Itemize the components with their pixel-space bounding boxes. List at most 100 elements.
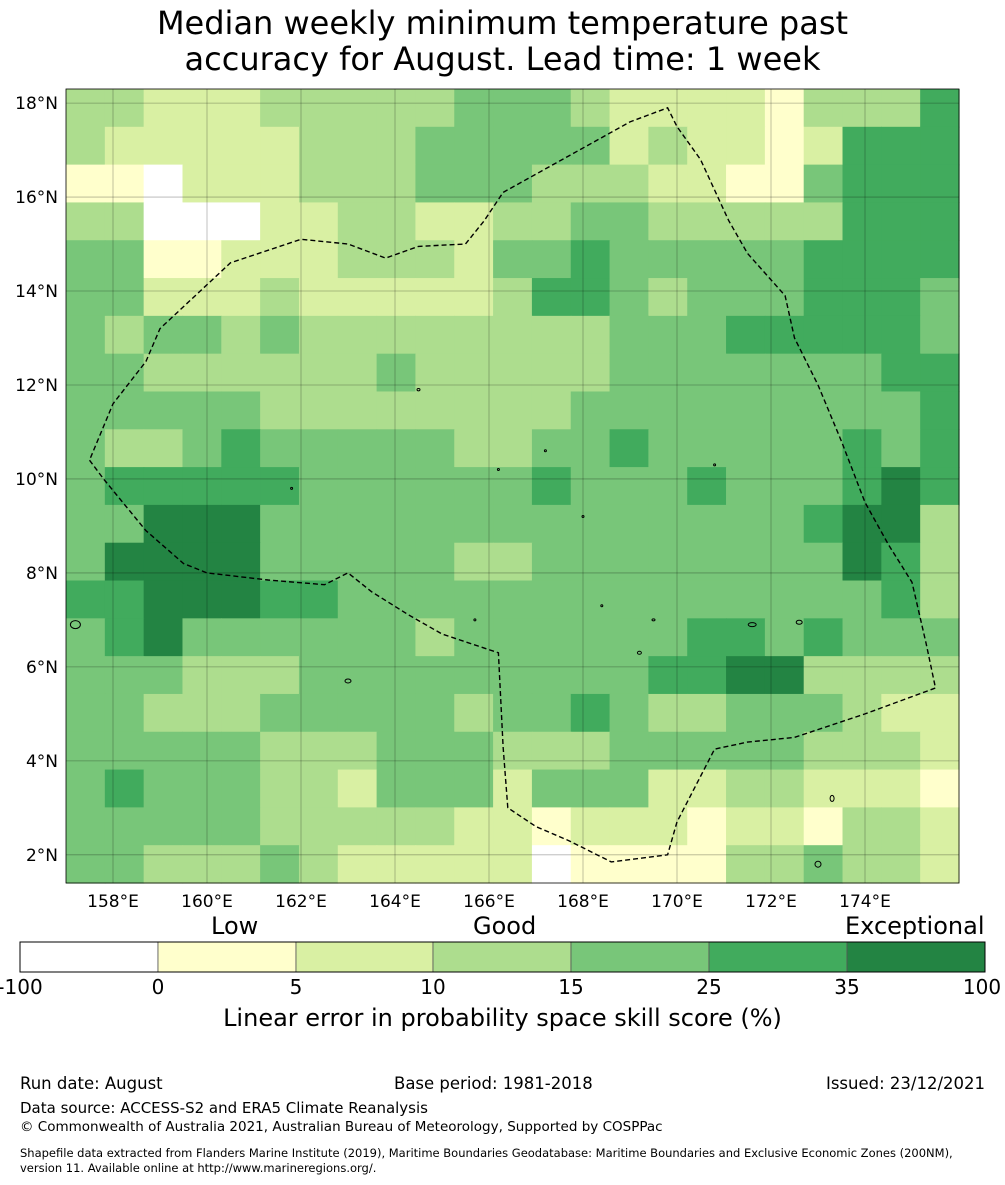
grid-cell xyxy=(104,504,145,544)
grid-cell xyxy=(493,278,533,317)
latitude-tick-label: 18°N xyxy=(15,94,58,114)
grid-cell xyxy=(182,656,222,695)
grid-cell xyxy=(376,89,417,128)
grid-cell xyxy=(609,580,649,619)
grid-cell xyxy=(104,467,145,506)
grid-cell xyxy=(66,656,106,695)
grid-cell xyxy=(376,429,417,468)
grid-cell xyxy=(803,731,844,771)
grid-cell xyxy=(454,769,494,808)
grid-cell xyxy=(182,504,222,544)
island-outline xyxy=(416,387,421,392)
grid-cell xyxy=(337,467,378,506)
grid-cell xyxy=(298,467,339,506)
island-outline xyxy=(581,515,585,519)
grid-cell xyxy=(415,769,455,808)
grid-cell xyxy=(337,202,378,241)
grid-cell xyxy=(881,429,921,468)
grid-cell xyxy=(726,656,766,695)
grid-cell xyxy=(687,429,727,468)
grid-cell xyxy=(842,769,882,808)
grid-cell xyxy=(648,693,688,733)
grid-cell xyxy=(415,656,455,695)
grid-cell xyxy=(260,580,300,619)
grid-cell xyxy=(609,731,649,771)
grid-cell xyxy=(687,391,727,430)
grid-cell xyxy=(881,580,921,619)
island-outline xyxy=(344,678,352,684)
grid-cell xyxy=(260,693,300,733)
grid-cell xyxy=(842,126,882,166)
grid-cell xyxy=(726,202,766,241)
colorbar-tick-label: 5 xyxy=(289,975,303,999)
grid-cell xyxy=(298,845,339,884)
grid-cell xyxy=(260,731,300,771)
grid-cell xyxy=(143,278,184,317)
grid-cell xyxy=(298,693,339,733)
grid-cell xyxy=(415,467,455,506)
grid-cell xyxy=(803,542,844,582)
grid-cell xyxy=(493,429,533,468)
grid-cell xyxy=(66,429,106,468)
grid-cell xyxy=(803,278,844,317)
grid-cell xyxy=(648,542,688,582)
grid-cell xyxy=(260,618,300,657)
grid-cell xyxy=(803,467,844,506)
grid-cell xyxy=(337,618,378,657)
grid-cell xyxy=(182,580,222,619)
grid-cell xyxy=(260,353,300,393)
grid-cell xyxy=(376,845,417,884)
grid-cell xyxy=(648,126,688,166)
grid-cell xyxy=(920,769,960,808)
grid-cell xyxy=(143,429,184,468)
grid-cell xyxy=(454,467,494,506)
grid-cell xyxy=(920,467,960,506)
grid-cell xyxy=(881,845,921,884)
grid-cell xyxy=(66,278,106,317)
grid-cell xyxy=(376,391,417,430)
island-outline xyxy=(473,618,477,622)
grid-cell xyxy=(570,731,611,771)
grid-cell xyxy=(143,542,184,582)
grid-cell xyxy=(337,769,378,808)
latitude-tick-label: 12°N xyxy=(15,376,58,396)
grid-cell xyxy=(104,391,145,430)
grid-cell xyxy=(298,542,339,582)
longitude-tick-label: 174°E xyxy=(839,892,891,912)
island-outline xyxy=(747,622,757,628)
grid-cell xyxy=(764,504,805,544)
grid-cell xyxy=(66,315,106,355)
grid-cell xyxy=(66,126,106,166)
grid-cell xyxy=(842,845,882,884)
grid-cell xyxy=(182,391,222,430)
grid-cell xyxy=(920,315,960,355)
grid-cell xyxy=(221,164,261,204)
grid-cell xyxy=(570,315,611,355)
grid-cell xyxy=(260,315,300,355)
longitude-tick-label: 158°E xyxy=(87,892,139,912)
grid-cell xyxy=(221,504,261,544)
grid-cell xyxy=(609,845,649,884)
island-outline xyxy=(69,620,81,630)
grid-cell xyxy=(337,278,378,317)
grid-cell xyxy=(648,278,688,317)
grid-cell xyxy=(881,542,921,582)
grid-cell xyxy=(881,731,921,771)
grid-cell xyxy=(143,89,184,128)
grid-cell xyxy=(143,693,184,733)
grid-cell xyxy=(337,807,378,846)
grid-cell xyxy=(182,542,222,582)
grid-cell xyxy=(337,580,378,619)
grid-cell xyxy=(531,618,572,657)
grid-cell xyxy=(182,429,222,468)
grid-cell xyxy=(376,278,417,317)
grid-cell xyxy=(260,467,300,506)
grid-cell xyxy=(842,467,882,506)
latitude-tick-label: 14°N xyxy=(15,282,58,302)
grid-cell xyxy=(143,656,184,695)
grid-cell xyxy=(570,580,611,619)
latitude-tick-label: 2°N xyxy=(26,846,58,866)
grid-cell xyxy=(570,693,611,733)
grid-cell xyxy=(764,89,805,128)
grid-cell xyxy=(66,542,106,582)
